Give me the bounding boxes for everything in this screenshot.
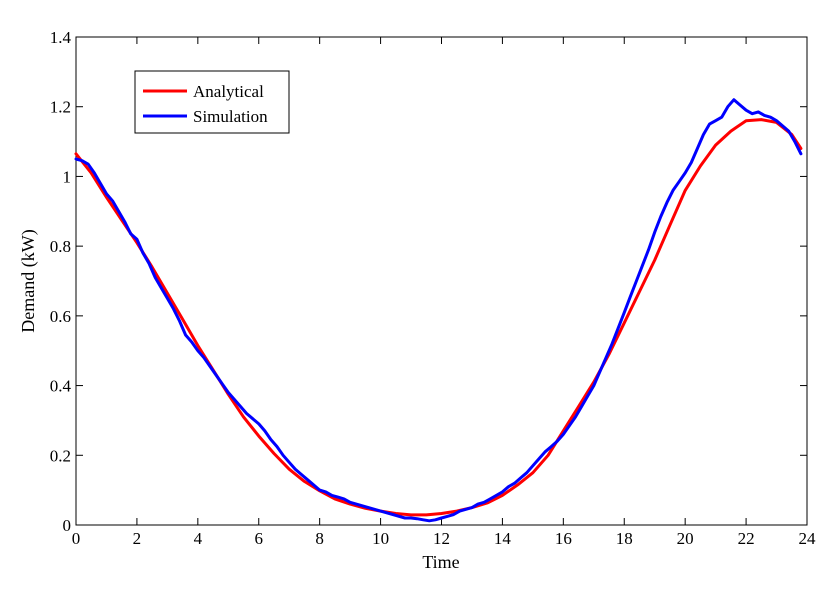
x-tick-label: 14 [494,529,512,548]
y-tick-label: 0.6 [50,307,71,326]
x-tick-label: 24 [799,529,817,548]
y-axis: 0 0.2 0.4 0.6 0.8 1 1.2 1.4 [50,28,807,535]
y-tick-label: 0.8 [50,237,71,256]
y-tick-label: 0 [63,516,72,535]
x-tick-label: 20 [677,529,694,548]
series-layer [74,98,803,523]
x-tick-label: 12 [433,529,450,548]
legend-label-analytical: Analytical [193,82,264,101]
x-tick-label: 18 [616,529,633,548]
series-line-simulation [74,98,803,523]
x-tick-label: 2 [133,529,142,548]
y-tick-label: 1.2 [50,98,71,117]
x-tick-label: 6 [255,529,264,548]
x-tick-label: 16 [555,529,572,548]
x-axis: 0 2 4 6 8 10 12 14 16 18 20 22 24 [72,37,816,548]
y-tick-label: 1.4 [50,28,72,47]
y-tick-label: 0.2 [50,446,71,465]
x-tick-label: 22 [738,529,755,548]
x-tick-label: 10 [372,529,389,548]
x-axis-label: Time [422,552,459,572]
y-tick-label: 0.4 [50,377,72,396]
legend-box [134,70,290,134]
legend-label-simulation: Simulation [193,107,268,126]
y-axis-label: Demand (kW) [18,229,39,332]
y-tick-label: 1 [63,167,72,186]
series-line-analytical [74,118,803,517]
x-tick-label: 8 [315,529,324,548]
x-tick-label: 4 [194,529,203,548]
x-tick-label: 0 [72,529,81,548]
legend: Analytical Simulation [134,70,290,134]
